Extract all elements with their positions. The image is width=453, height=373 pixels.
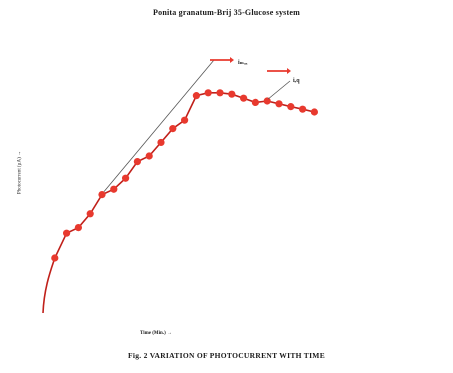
imax-label: iₘₐₓ: [238, 60, 248, 66]
imax-leader-line: [103, 59, 215, 192]
data-point: [110, 185, 118, 193]
imax-arrow: [230, 57, 234, 63]
series-layer: [42, 89, 318, 314]
data-point: [145, 152, 153, 160]
figure-caption: Fig. 2 VARIATION OF PHOTOCURRENT WITH TI…: [127, 351, 325, 360]
data-point: [287, 103, 295, 111]
data-point: [263, 97, 271, 105]
data-point: [228, 90, 236, 98]
data-point: [192, 92, 200, 100]
data-point: [74, 223, 82, 232]
data-point: [86, 210, 94, 218]
data-point: [133, 158, 141, 166]
data-point: [169, 125, 177, 133]
data-point: [181, 116, 189, 124]
ieq-label: iₑq: [293, 78, 300, 84]
data-point: [122, 174, 130, 182]
ieq-leader-line: [267, 80, 291, 100]
data-point: [98, 190, 106, 199]
annotation-layer: iₘₐₓ iₑq: [103, 57, 300, 192]
data-point: [51, 254, 59, 262]
data-point: [157, 138, 165, 147]
series-line: [42, 92, 315, 314]
chart-title: Ponita granatum-Brij 35-Glucose system: [153, 8, 300, 17]
data-point: [216, 89, 224, 97]
data-point: [240, 94, 248, 102]
data-point: [310, 108, 318, 116]
data-point: [204, 89, 212, 97]
data-point: [251, 98, 259, 106]
data-point: [275, 100, 283, 108]
x-axis-label: Time (Min.) →: [140, 331, 172, 336]
ieq-arrow: [287, 68, 291, 74]
data-point: [299, 105, 307, 113]
data-point: [63, 229, 71, 237]
